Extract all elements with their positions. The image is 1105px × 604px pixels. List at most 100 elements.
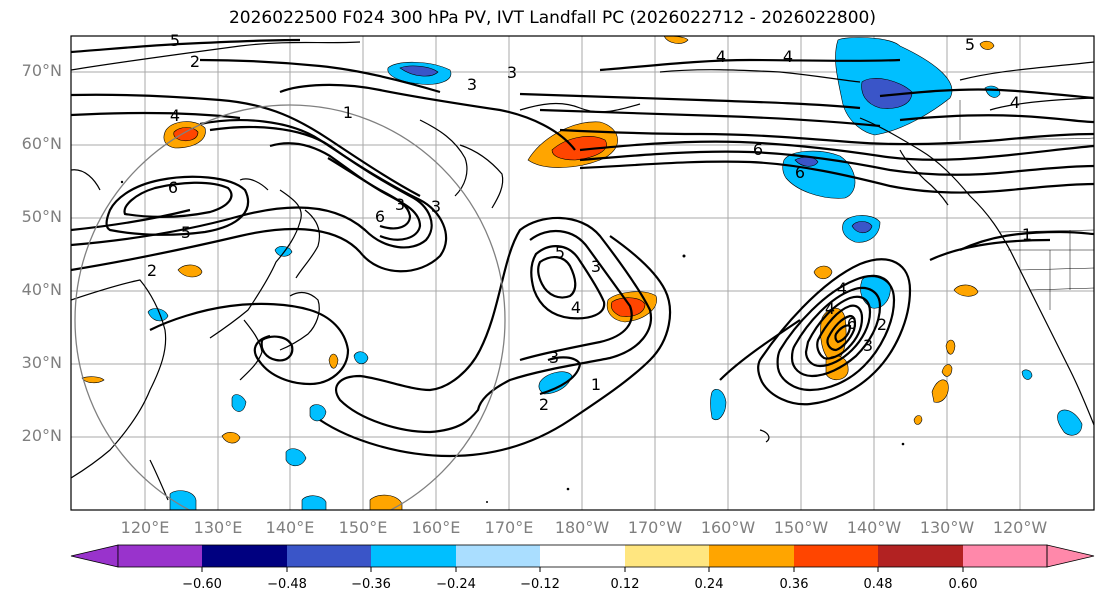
lon-label: 170°W [627,518,683,537]
lon-label: 140°E [265,518,315,537]
positive-anomaly [369,494,403,510]
colorbar-outline [117,544,1048,568]
contour-label: 4 [170,106,180,125]
colorbar-swatch [540,545,625,567]
lon-label: 150°W [773,518,829,537]
colorbar-swatch [963,545,1047,567]
negative-anomaly [710,389,727,421]
positive-anomaly [81,376,105,384]
positive-anomaly [941,364,953,377]
colorbar-swatch [371,545,456,567]
contour-label: 5 [181,223,191,242]
lon-label: 120°E [120,518,170,537]
lon-label: 160°E [411,518,461,537]
negative-anomaly [399,65,439,77]
colorbar-swatch [287,545,371,567]
contour-label: 6 [847,314,857,333]
contour-label: 6 [753,140,763,159]
lat-label: 20°N [21,426,62,445]
contour-label: 1 [343,103,353,122]
negative-anomaly [851,221,873,234]
negative-anomaly [309,404,327,422]
positive-anomaly [328,353,339,369]
negative-anomaly [169,490,197,510]
positive-anomaly [913,415,923,425]
map-frame [70,35,1095,511]
contour-label: 3 [467,75,477,94]
positive-anomaly [813,265,833,280]
negative-anomaly [231,394,247,412]
contour-label: 4 [825,299,835,318]
lon-label: 140°W [846,518,902,537]
contour-label: 2 [539,395,549,414]
negative-anomaly [147,308,169,322]
colorbar-min-extend [70,544,119,568]
positive-anomaly [979,40,995,50]
lon-label: 170°E [484,518,534,537]
lon-label: 160°W [700,518,756,537]
positive-anomaly [825,355,849,381]
contour-label: 3 [549,348,559,367]
negative-anomaly [301,495,327,510]
contour-label: 5 [170,31,180,50]
contour-label: 1 [1022,225,1032,244]
colorbar-tick-label: −0.36 [351,577,391,592]
lon-label: 130°E [193,518,243,537]
positive-anomaly [177,264,203,278]
colorbar-swatch [118,545,202,567]
positive-anomaly [610,297,646,317]
colorbar-swatch [709,545,794,567]
colorbar-swatch [878,545,963,567]
lon-label: 120°W [992,518,1048,537]
contour-label: 3 [507,63,517,82]
positive-anomaly [953,284,979,297]
contour-label: 4 [783,47,793,66]
islands [120,180,905,503]
negative-anomaly [794,156,819,167]
negative-anomaly [1057,409,1083,436]
positive-anomaly [551,136,607,161]
positive-anomaly [173,127,199,142]
colorbar-tick-label: 0.36 [779,577,809,592]
plot-title: 2026022500 F024 300 hPa PV, IVT Landfall… [228,8,876,28]
colorbar-max-extend [1046,544,1095,568]
lon-label: 180°W [554,518,610,537]
lat-label: 70°N [21,61,62,80]
colorbar-swatch [202,545,287,567]
lon-label: 130°W [919,518,975,537]
colorbar-swatch [794,545,878,567]
lon-label: 150°E [338,518,388,537]
colorbar-swatch [456,545,540,567]
lat-label: 50°N [21,207,62,226]
lat-label: 40°N [21,280,62,299]
colorbar-tick-label: −0.48 [267,577,307,592]
contour-label: 3 [591,257,601,276]
negative-anomaly [860,274,891,309]
contour-label: 2 [190,52,200,71]
positive-anomaly [221,432,241,444]
radius-circle [74,104,506,510]
contour-label: 3 [863,336,873,355]
contour-label: 6 [375,207,385,226]
coastlines [71,41,1094,501]
negative-anomaly [538,371,573,395]
colorbar-tick-label: −0.12 [520,577,560,592]
colorbar [70,544,1095,572]
negative-anomaly [285,448,307,467]
colorbar-tick-label: 0.12 [610,577,640,592]
colorbar-tick-label: 0.24 [694,577,724,592]
lat-label: 30°N [21,353,62,372]
colorbar-tick-label: −0.60 [182,577,222,592]
pv-contours [71,38,1094,458]
colorbar-tick-label: −0.24 [436,577,476,592]
contour-label: 4 [716,47,726,66]
contour-label: 4 [571,298,581,317]
colorbar-tick-label: 0.60 [948,577,978,592]
contour-label: 4 [837,279,847,298]
contour-label: 2 [877,315,887,334]
contour-label: 5 [555,243,565,262]
lat-label: 60°N [21,134,62,153]
colorbar-swatch [625,545,709,567]
contour-label: 3 [395,195,405,214]
